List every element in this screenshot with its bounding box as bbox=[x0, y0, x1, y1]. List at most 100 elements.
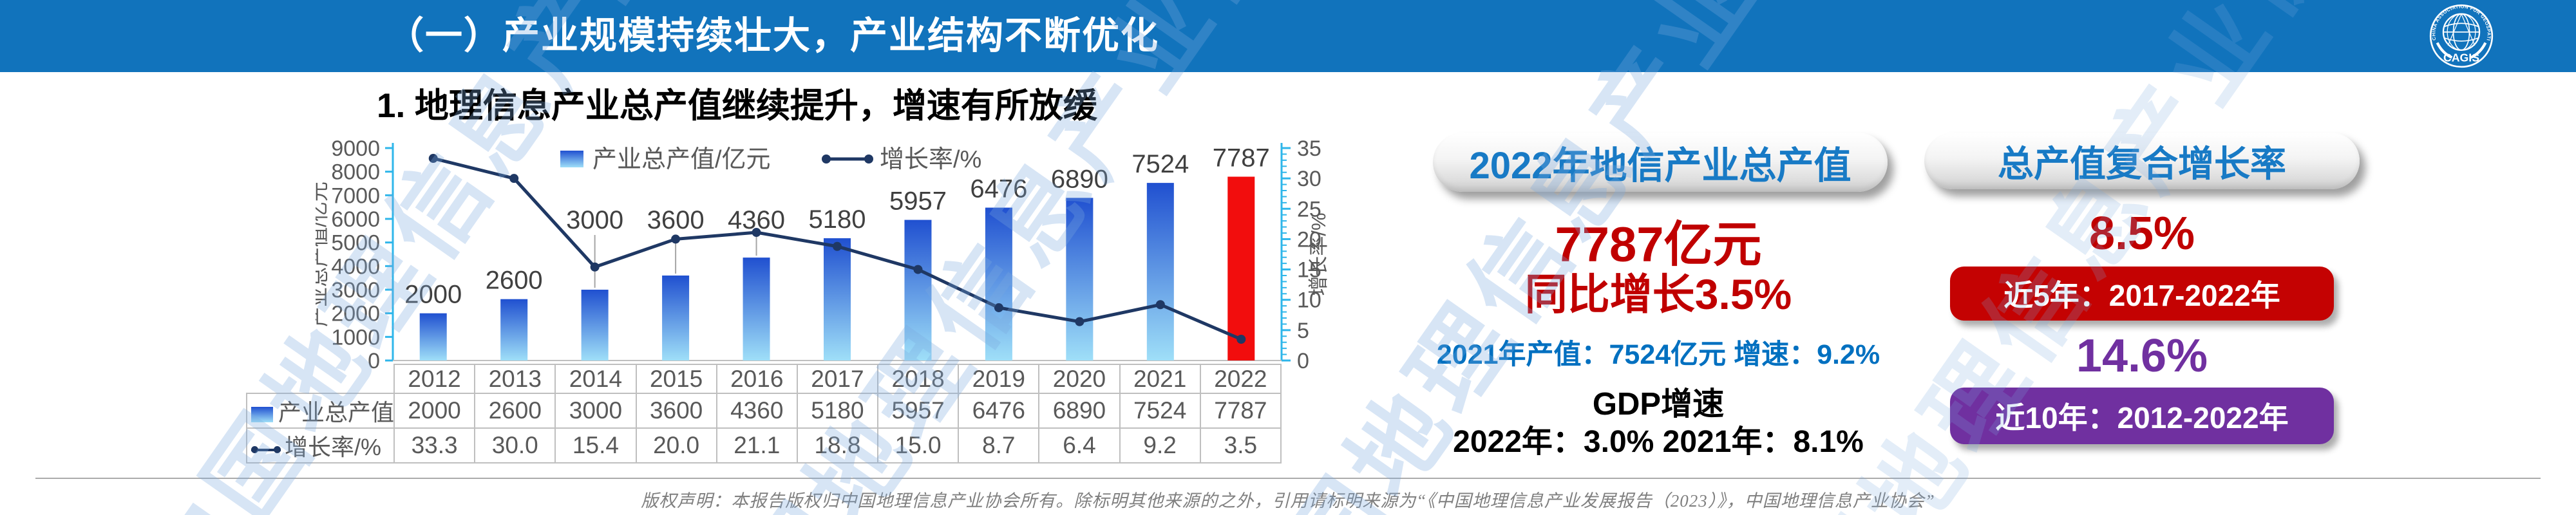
chart-bar-2015 bbox=[662, 276, 690, 360]
legend-bar-swatch bbox=[560, 151, 583, 167]
chart-bar-2012 bbox=[419, 313, 447, 360]
table-row-label: 增长率/% bbox=[246, 427, 395, 464]
table-cell: 30.0 bbox=[474, 427, 556, 464]
table-cell: 5957 bbox=[877, 393, 960, 429]
left-axis-tick-label: 6000 bbox=[331, 207, 380, 232]
bar-data-label: 6476 bbox=[970, 175, 1027, 203]
legend-line-label: 增长率/% bbox=[880, 146, 981, 173]
bar-data-label: 3600 bbox=[647, 206, 705, 234]
gdp-growth-title: GDP增速 bbox=[1592, 387, 1725, 422]
total-output-2022-value: 7787亿元 bbox=[1555, 218, 1762, 272]
table-cell: 2000 bbox=[393, 393, 476, 429]
yoy-growth-2022: 同比增长3.5% bbox=[1524, 270, 1792, 318]
growth-rate-point-2013 bbox=[509, 174, 519, 183]
table-cell: 7787 bbox=[1199, 393, 1282, 429]
right-axis-tick-label: 5 bbox=[1297, 319, 1309, 343]
legend-bar-icon bbox=[251, 407, 273, 422]
bar-data-label: 6890 bbox=[1051, 165, 1108, 193]
growth-rate-point-2019 bbox=[994, 303, 1003, 312]
table-cell: 18.8 bbox=[796, 427, 879, 464]
bar-data-label: 7787 bbox=[1213, 144, 1270, 172]
chart-bar-2016 bbox=[743, 258, 770, 360]
table-year-header: 2017 bbox=[796, 364, 879, 394]
table-row: 增长率/% 33.3 30.0 15.4 20.0 21.1 18.8 15.0 8.7 6.4 9… bbox=[246, 427, 1282, 464]
output-growth-combo-chart: 0100020003000400050006000700080009000051… bbox=[316, 136, 1330, 373]
bar-data-label: 2000 bbox=[404, 281, 462, 309]
table-cell: 21.1 bbox=[715, 427, 798, 464]
table-cell: 9.2 bbox=[1119, 427, 1201, 464]
table-cell: 33.3 bbox=[393, 427, 476, 464]
table-corner-cell bbox=[247, 364, 394, 393]
table-header-row: 2012 2013 2014 2015 2016 2017 2018 2019 2020 2021… bbox=[247, 364, 1282, 394]
table-cell: 3000 bbox=[554, 393, 637, 429]
left-axis-tick-label: 4000 bbox=[331, 254, 380, 279]
right-axis-tick-label: 35 bbox=[1297, 136, 1321, 161]
chart-data-table: 2012 2013 2014 2015 2016 2017 2018 2019 2020 2021… bbox=[246, 364, 1282, 464]
chart-bar-2014 bbox=[581, 290, 609, 360]
table-cell: 5180 bbox=[796, 393, 879, 429]
table-cell: 6890 bbox=[1038, 393, 1121, 429]
table-row: 产业总产值/亿元20002600300036004360518059576476… bbox=[246, 393, 1282, 429]
prev-year-output-line: 2021年产值：7524亿元 增速：9.2% bbox=[1436, 339, 1880, 370]
bar-data-label: 2600 bbox=[486, 267, 543, 295]
table-cell: 8.7 bbox=[958, 427, 1040, 464]
logo-abbr: CAGIS bbox=[2443, 52, 2479, 64]
left-axis-tick-label: 0 bbox=[368, 349, 380, 373]
growth-rate-point-2015 bbox=[671, 234, 681, 244]
table-cell: 3600 bbox=[635, 393, 717, 429]
chart-bar-2021 bbox=[1146, 183, 1174, 360]
table-cell: 15.4 bbox=[554, 427, 637, 464]
chart-bar-2020 bbox=[1066, 198, 1094, 360]
right-axis-tick-label: 25 bbox=[1297, 197, 1321, 221]
right-axis-tick-label: 15 bbox=[1297, 258, 1321, 283]
table-year-header: 2019 bbox=[958, 364, 1040, 394]
table-year-header: 2016 bbox=[715, 364, 798, 394]
cagr-5y-range-badge: 近5年：2017-2022年 bbox=[1950, 267, 2334, 321]
cagr-5y-value: 8.5% bbox=[2088, 208, 2195, 259]
bar-data-label: 7524 bbox=[1132, 150, 1189, 178]
gdp-growth-values: 2022年：3.0% 2021年：8.1% bbox=[1453, 425, 1864, 459]
growth-rate-point-2018 bbox=[913, 265, 923, 274]
growth-rate-point-2020 bbox=[1075, 317, 1084, 326]
table-row-label: 产业总产值/亿元 bbox=[246, 393, 395, 429]
table-year-header: 2021 bbox=[1119, 364, 1201, 394]
bar-data-label: 5957 bbox=[889, 187, 947, 216]
svg-text:CHINA ASSOCIATION FOR GEOSPATI: CHINA ASSOCIATION FOR GEOSPATIAL INDUSTR… bbox=[2428, 3, 2492, 41]
left-axis-tick-label: 8000 bbox=[331, 160, 380, 185]
cagis-logo-icon: CHINA ASSOCIATION FOR GEOSPATIAL INDUSTR… bbox=[2428, 3, 2494, 68]
left-axis-tick-label: 1000 bbox=[331, 325, 380, 350]
table-year-header: 2018 bbox=[877, 364, 960, 394]
table-year-header: 2020 bbox=[1038, 364, 1121, 394]
footer-divider bbox=[35, 478, 2541, 479]
growth-rate-point-2014 bbox=[590, 262, 600, 272]
cagr-10y-value: 14.6% bbox=[2076, 330, 2208, 382]
bar-data-label: 3000 bbox=[566, 206, 623, 234]
table-year-header: 2014 bbox=[554, 364, 637, 394]
right-axis-tick-label: 30 bbox=[1297, 167, 1321, 191]
copyright-notice: 版权声明：本报告版权归中国地理信息产业协会所有。除标明其他来源的之外，引用请标明… bbox=[641, 491, 1935, 510]
chart-bar-2018 bbox=[904, 220, 932, 360]
growth-rate-point-2016 bbox=[752, 228, 761, 238]
growth-rate-point-2021 bbox=[1155, 300, 1165, 310]
table-year-header: 2012 bbox=[393, 364, 476, 394]
table-year-header: 2015 bbox=[635, 364, 717, 394]
left-axis-tick-label: 9000 bbox=[331, 136, 380, 161]
bar-data-label: 5180 bbox=[809, 205, 866, 234]
page-title: （一）产业规模持续壮大，产业结构不断优化 bbox=[386, 15, 1160, 57]
table-cell: 4360 bbox=[715, 393, 798, 429]
left-axis-tick-label: 7000 bbox=[331, 183, 380, 208]
left-axis-tick-label: 3000 bbox=[331, 278, 380, 303]
panel-2022-header: 2022年地信产业总产值 bbox=[1433, 133, 1888, 192]
growth-rate-point-2012 bbox=[428, 154, 438, 164]
table-year-header: 2022 bbox=[1199, 364, 1282, 394]
section-title: 1. 地理信息产业总产值继续提升，增速有所放缓 bbox=[377, 87, 1097, 125]
growth-rate-point-2017 bbox=[833, 241, 842, 251]
chart-bar-2019 bbox=[985, 207, 1012, 360]
table-cell: 15.0 bbox=[877, 427, 960, 464]
right-axis-title: 增长率/% bbox=[1307, 212, 1330, 295]
left-axis-tick-label: 5000 bbox=[331, 231, 380, 256]
table-cell: 6476 bbox=[958, 393, 1040, 429]
chart-bar-2013 bbox=[500, 299, 528, 360]
table-cell: 7524 bbox=[1119, 393, 1201, 429]
